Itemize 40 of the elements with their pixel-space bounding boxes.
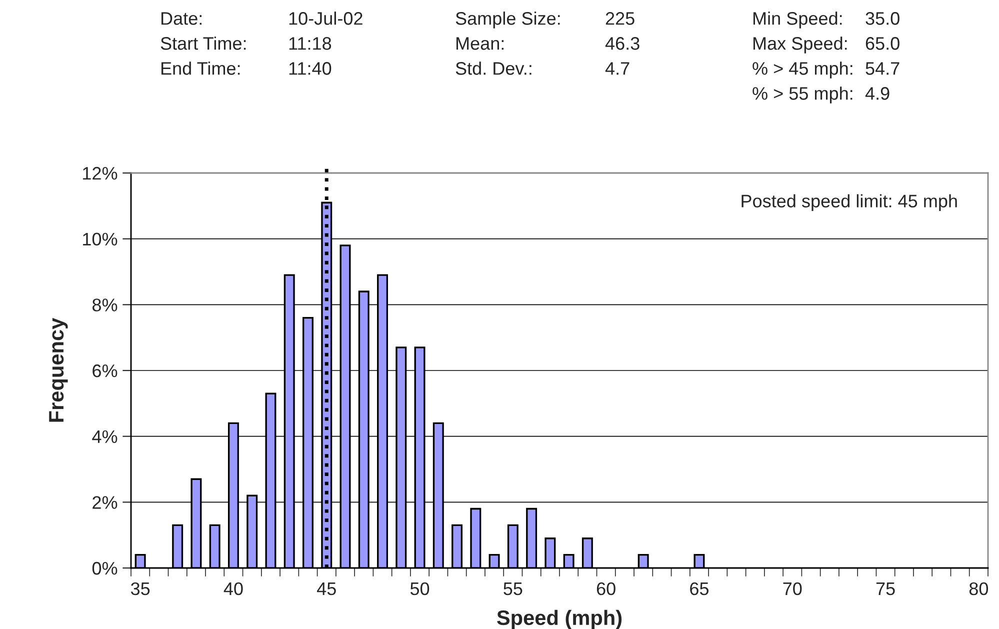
text: 35.0 bbox=[866, 12, 900, 25]
text: % > 45 mph: bbox=[752, 62, 852, 78]
y-tick-label: 8% bbox=[92, 298, 118, 312]
text: 4.9 bbox=[865, 87, 890, 100]
text: 225 bbox=[606, 12, 634, 25]
y-tick-label: 12% bbox=[83, 166, 118, 180]
text: % > 55 mph: bbox=[752, 86, 852, 104]
x-tick-label: 35 bbox=[130, 582, 150, 596]
x-tick-label: 45 bbox=[316, 582, 336, 596]
text: Min Speed: bbox=[753, 12, 842, 28]
annotation: Posted speed limit: 45 mph bbox=[742, 194, 957, 212]
x-tick-label: 65 bbox=[690, 582, 709, 596]
text: Mean: bbox=[456, 37, 504, 50]
x-tick-label: 55 bbox=[504, 582, 522, 596]
y-tick-label: 0% bbox=[92, 562, 118, 575]
x-axis-title: Speed (mph) bbox=[497, 610, 622, 629]
y-tick-label: 2% bbox=[92, 496, 118, 509]
x-tick-label: 80 bbox=[969, 582, 988, 596]
x-tick-label: 40 bbox=[224, 582, 243, 596]
text: 11:18 bbox=[289, 37, 332, 50]
y-tick-label: 6% bbox=[92, 364, 118, 378]
text: 4.7 bbox=[605, 62, 630, 75]
text: 10-Jul-02 bbox=[289, 12, 362, 25]
x-tick-label: 60 bbox=[596, 582, 616, 596]
text: 46.3 bbox=[605, 37, 640, 50]
text: 54.7 bbox=[866, 62, 900, 75]
x-tick-label: 70 bbox=[783, 582, 802, 596]
y-tick-label: 10% bbox=[83, 232, 118, 246]
text: 11:40 bbox=[289, 62, 332, 75]
text: Date: bbox=[161, 12, 202, 25]
text: Sample Size: bbox=[456, 12, 560, 28]
text: Start Time: bbox=[160, 36, 246, 50]
x-tick-label: 50 bbox=[410, 582, 430, 596]
y-axis-title: Frequency bbox=[49, 318, 68, 422]
text: 65.0 bbox=[866, 37, 900, 50]
text: Std. Dev.: bbox=[456, 62, 532, 75]
y-tick-label: 4% bbox=[92, 430, 118, 443]
x-tick-label: 75 bbox=[876, 582, 895, 596]
text: Max Speed: bbox=[753, 36, 847, 54]
text: End Time: bbox=[161, 62, 240, 75]
